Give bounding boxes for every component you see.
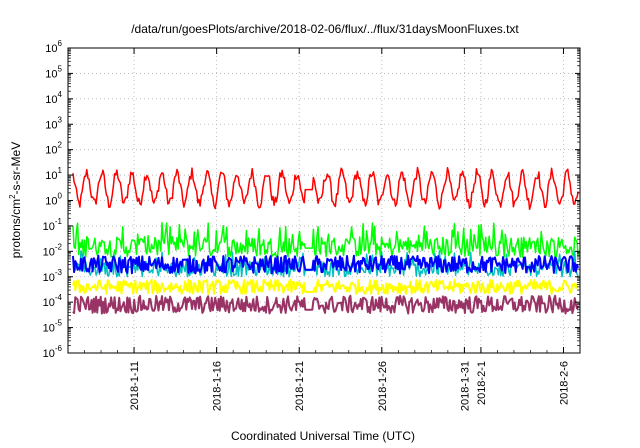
y-tick-label: 10-5 (43, 319, 63, 335)
y-tick-exp: 3 (58, 115, 63, 124)
y-tick-exp: -6 (55, 344, 63, 353)
x-tick-label: 2018-1-11 (129, 361, 141, 410)
series-lines (72, 166, 580, 315)
y-tick-exp: -4 (55, 293, 63, 302)
y-tick-label: 105 (45, 64, 62, 80)
y-axis-label-sup: 2 (8, 194, 17, 199)
y-tick-exp: -5 (55, 319, 63, 328)
x-axis-ticks: 2018-1-11 2018-1-16 2018-1-21 2018-1-26 2018… (84, 48, 570, 411)
y-tick-base: 10 (43, 272, 55, 284)
y-axis-label-base: protons/cm (9, 199, 23, 258)
y-tick-exp: 6 (58, 39, 63, 48)
y-tick-exp: -1 (55, 217, 63, 226)
y-tick-base: 10 (45, 43, 57, 55)
y-tick-base: 10 (43, 323, 55, 335)
y-tick-base: 10 (45, 145, 57, 157)
y-tick-base: 10 (45, 94, 57, 106)
series-line (72, 166, 579, 211)
y-tick-label: 100 (45, 192, 62, 208)
y-tick-base: 10 (43, 246, 55, 258)
y-tick-exp: 0 (58, 192, 63, 201)
y-tick-exp: 5 (58, 64, 63, 73)
y-tick-label: 10-1 (43, 217, 63, 233)
y-tick-label: 10-4 (43, 293, 63, 309)
y-tick-label: 103 (45, 115, 62, 131)
y-tick-exp: 2 (58, 141, 63, 150)
x-tick-label: 2018-1-16 (212, 361, 224, 411)
series-line (72, 294, 580, 315)
x-tick-label: 2018-2-6 (558, 361, 570, 405)
y-tick-base: 10 (43, 221, 55, 233)
chart-title: /data/run/goesPlots/archive/2018-02-06/f… (131, 22, 519, 36)
y-tick-exp: 1 (58, 166, 63, 175)
y-tick-label: 10-6 (43, 344, 63, 360)
series-line (72, 250, 579, 278)
y-axis-ticks: 10-610-510-410-310-210-11001011021031041… (43, 39, 580, 360)
y-tick-base: 10 (43, 297, 55, 309)
y-tick-label: 106 (45, 39, 62, 55)
y-tick-base: 10 (45, 68, 57, 80)
y-tick-exp: -3 (55, 268, 63, 277)
y-tick-label: 10-2 (43, 242, 63, 258)
y-axis-label: protons/cm2-s-sr-MeV (8, 142, 23, 258)
x-tick-label: 2018-1-31 (459, 361, 471, 411)
y-tick-label: 10-3 (43, 268, 63, 284)
y-tick-base: 10 (45, 170, 57, 182)
y-tick-label: 102 (45, 141, 62, 157)
y-tick-exp: 4 (58, 90, 63, 99)
x-tick-label: 2018-1-26 (377, 361, 389, 411)
series-line (72, 254, 580, 275)
x-axis-label: Coordinated Universal Time (UTC) (231, 429, 415, 443)
x-tick-label: 2018-2-1 (476, 361, 488, 405)
y-tick-label: 104 (45, 90, 62, 106)
series-line (72, 221, 579, 258)
y-axis-label-rest: -s-sr-MeV (9, 142, 23, 195)
x-tick-label: 2018-1-21 (294, 361, 306, 411)
series-line (72, 278, 579, 295)
y-tick-base: 10 (45, 119, 57, 131)
y-tick-exp: -2 (55, 242, 63, 251)
y-tick-label: 101 (45, 166, 62, 182)
y-tick-base: 10 (45, 196, 57, 208)
y-tick-base: 10 (43, 348, 55, 360)
